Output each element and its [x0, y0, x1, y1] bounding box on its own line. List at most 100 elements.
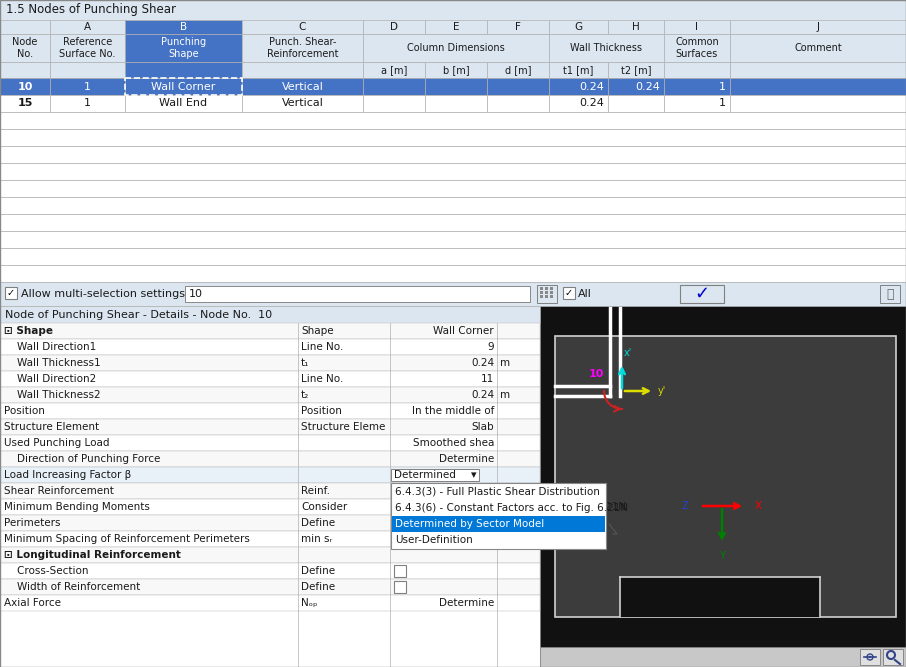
Text: A: A — [84, 22, 92, 32]
Text: Define: Define — [301, 518, 335, 528]
Text: m: m — [500, 358, 510, 368]
Bar — [549, 95, 608, 112]
Text: 6.4.3(6) - Constant Factors acc. to Fig. 6.21N: 6.4.3(6) - Constant Factors acc. to Fig.… — [393, 502, 626, 512]
Bar — [0, 483, 540, 499]
Bar — [0, 214, 906, 231]
Bar — [185, 286, 530, 302]
Bar — [563, 287, 575, 299]
Bar — [545, 295, 548, 298]
Bar — [664, 62, 730, 78]
Bar — [540, 306, 906, 667]
Text: t₂: t₂ — [301, 390, 309, 400]
Bar — [125, 78, 242, 95]
Text: Position: Position — [4, 406, 45, 416]
Text: Define: Define — [301, 582, 335, 592]
Bar — [394, 581, 406, 593]
Text: 6.4.3(3) - Full Plastic Shear Distribution: 6.4.3(3) - Full Plastic Shear Distributi… — [395, 487, 600, 497]
Text: t1 [m]: t1 [m] — [564, 65, 593, 75]
Bar — [363, 62, 425, 78]
Bar — [0, 306, 540, 667]
Bar — [549, 78, 608, 95]
Text: Minimum Spacing of Reinforcement Perimeters: Minimum Spacing of Reinforcement Perimet… — [4, 534, 250, 544]
Bar — [608, 78, 664, 95]
Text: b [m]: b [m] — [443, 65, 469, 75]
Text: Vertical: Vertical — [282, 81, 323, 91]
Bar — [425, 20, 487, 34]
Bar — [0, 355, 540, 371]
Bar — [425, 34, 487, 62]
Bar — [545, 287, 548, 290]
Text: 15: 15 — [17, 99, 33, 109]
Text: B: B — [180, 22, 187, 32]
Text: 10: 10 — [189, 289, 203, 299]
Text: F: F — [516, 22, 521, 32]
Bar — [664, 95, 730, 112]
Bar — [0, 34, 50, 62]
Text: All: All — [578, 289, 592, 299]
Bar — [392, 516, 605, 532]
Text: Line No.: Line No. — [301, 374, 343, 384]
Text: Minimum Bending Moments: Minimum Bending Moments — [4, 502, 149, 512]
Text: Column Dimensions: Column Dimensions — [407, 43, 505, 53]
Bar — [0, 197, 906, 214]
Text: C: C — [299, 22, 306, 32]
Text: D: D — [390, 22, 398, 32]
Bar — [0, 451, 540, 467]
Text: Determined: Determined — [394, 470, 456, 480]
Text: Reinf.: Reinf. — [301, 486, 330, 496]
Bar — [0, 146, 906, 163]
Text: Smoothed shea: Smoothed shea — [412, 438, 494, 448]
Bar — [0, 515, 540, 531]
Bar — [391, 469, 479, 481]
Text: 1.5 Nodes of Punching Shear: 1.5 Nodes of Punching Shear — [6, 3, 176, 17]
Bar — [0, 595, 540, 611]
Bar — [0, 282, 906, 306]
Bar — [50, 95, 125, 112]
Text: Determine: Determine — [439, 598, 494, 608]
Text: Wall Corner: Wall Corner — [433, 326, 494, 336]
Text: H: H — [632, 22, 640, 32]
Bar — [620, 577, 820, 617]
Text: ⊡ Longitudinal Reinforcement: ⊡ Longitudinal Reinforcement — [4, 550, 181, 560]
Bar — [363, 78, 425, 95]
Bar — [125, 78, 242, 95]
Text: d [m]: d [m] — [505, 65, 531, 75]
Bar — [0, 78, 50, 95]
Bar — [0, 547, 540, 563]
Bar — [0, 0, 906, 20]
Text: x': x' — [624, 348, 632, 358]
Bar — [0, 579, 540, 595]
Bar — [730, 34, 906, 62]
Bar — [0, 231, 906, 248]
Bar — [0, 403, 540, 419]
Bar — [0, 419, 540, 435]
Bar — [883, 649, 903, 665]
Bar — [487, 62, 549, 78]
Bar — [549, 62, 608, 78]
Bar — [0, 435, 540, 451]
Bar — [0, 163, 906, 180]
Bar — [550, 295, 553, 298]
Text: G: G — [574, 22, 583, 32]
Text: Structure Element: Structure Element — [4, 422, 99, 432]
Bar — [0, 129, 906, 146]
Bar — [540, 291, 543, 294]
Text: In the middle of: In the middle of — [411, 406, 494, 416]
Text: 0.24: 0.24 — [635, 81, 660, 91]
Text: Wall Direction2: Wall Direction2 — [4, 374, 96, 384]
Bar — [0, 563, 540, 579]
Text: Line No.: Line No. — [301, 342, 343, 352]
Bar — [545, 291, 548, 294]
Text: 0.24: 0.24 — [579, 99, 604, 109]
Text: ⊡ Shape: ⊡ Shape — [4, 326, 53, 336]
Bar — [242, 62, 363, 78]
Text: Punch. Shear-
Reinforcement: Punch. Shear- Reinforcement — [266, 37, 338, 59]
Bar — [487, 34, 549, 62]
Text: t2 [m]: t2 [m] — [621, 65, 651, 75]
Bar — [50, 34, 125, 62]
Bar — [0, 62, 50, 78]
Bar — [608, 20, 664, 34]
Text: Reference
Surface No.: Reference Surface No. — [59, 37, 116, 59]
Bar — [540, 295, 543, 298]
Bar — [487, 20, 549, 34]
